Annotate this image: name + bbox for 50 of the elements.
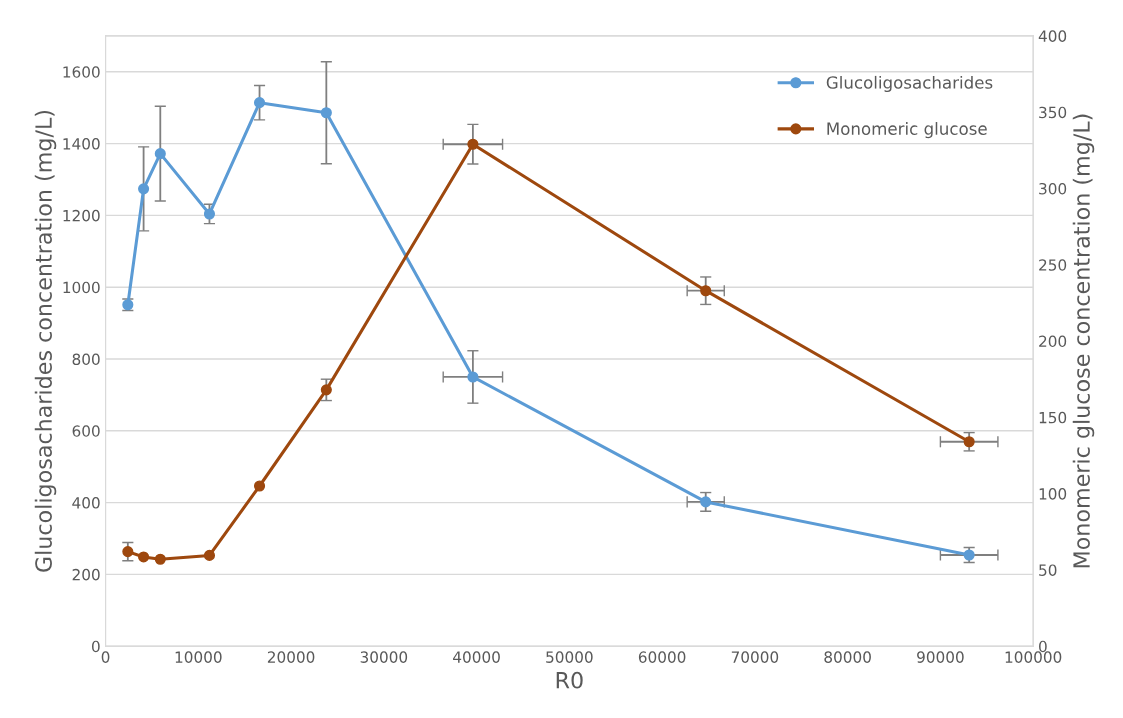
point — [154, 148, 166, 160]
point — [138, 183, 150, 195]
point — [138, 551, 150, 563]
x-axis-title: R0 — [556, 671, 583, 689]
y-tick-label: 400 — [72, 497, 100, 509]
x-tick-label: 90000 — [917, 651, 964, 663]
point — [467, 371, 479, 383]
x-tick-label: 40000 — [453, 651, 500, 663]
y2-tick-label: 350 — [1039, 106, 1067, 119]
y-tick-label: 0 — [91, 640, 100, 653]
y-tick-label: 1600 — [63, 66, 100, 78]
y-tick-label: 200 — [72, 568, 100, 581]
x-tick-label: 80000 — [824, 651, 871, 663]
y-tick-label: 1200 — [63, 209, 100, 222]
x-tick-label: 50000 — [546, 651, 593, 663]
y2-tick-label: 50 — [1039, 564, 1057, 576]
y2-tick-label: 400 — [1038, 30, 1067, 42]
point — [467, 138, 479, 150]
y-tick-label: 600 — [72, 425, 100, 437]
x-tick-label: 20000 — [267, 651, 315, 663]
point — [203, 208, 216, 220]
x-tick-label: 70000 — [731, 651, 779, 663]
point — [963, 436, 975, 448]
y2-tick-label: 250 — [1039, 259, 1067, 271]
y2-tick-label: 300 — [1039, 182, 1067, 195]
y2-tick-label: 0 — [1039, 640, 1047, 653]
x-tick-label: 100000 — [1005, 651, 1062, 663]
y-tick-label: 1400 — [63, 138, 100, 150]
point — [122, 546, 134, 558]
point — [154, 553, 166, 565]
point — [320, 384, 332, 396]
point — [700, 496, 712, 508]
point — [253, 480, 266, 492]
y2-tick-label: 100 — [1039, 488, 1067, 500]
y2-tick-label: 200 — [1039, 335, 1067, 348]
y2-tick-label: 150 — [1039, 411, 1067, 424]
point — [700, 285, 712, 297]
legend-label: Monomeric glucose — [827, 122, 987, 139]
x-tick-label: 10000 — [175, 651, 222, 663]
x-tick-label: 60000 — [638, 651, 686, 663]
point — [253, 97, 266, 109]
x-tick-label: 30000 — [360, 651, 408, 663]
y-axis-title: Glucoligosacharides concentration (mg/L) — [34, 110, 57, 572]
y-tick-label: 800 — [72, 353, 100, 366]
y-tick-label: 1000 — [63, 281, 100, 294]
legend-label: Glucoligosacharides — [826, 75, 993, 93]
y2-axis-title: Monomeric glucose concentration (mg/L) — [1072, 114, 1095, 568]
point — [320, 107, 332, 119]
point — [203, 549, 216, 561]
x-tick-label: 0 — [101, 651, 110, 663]
